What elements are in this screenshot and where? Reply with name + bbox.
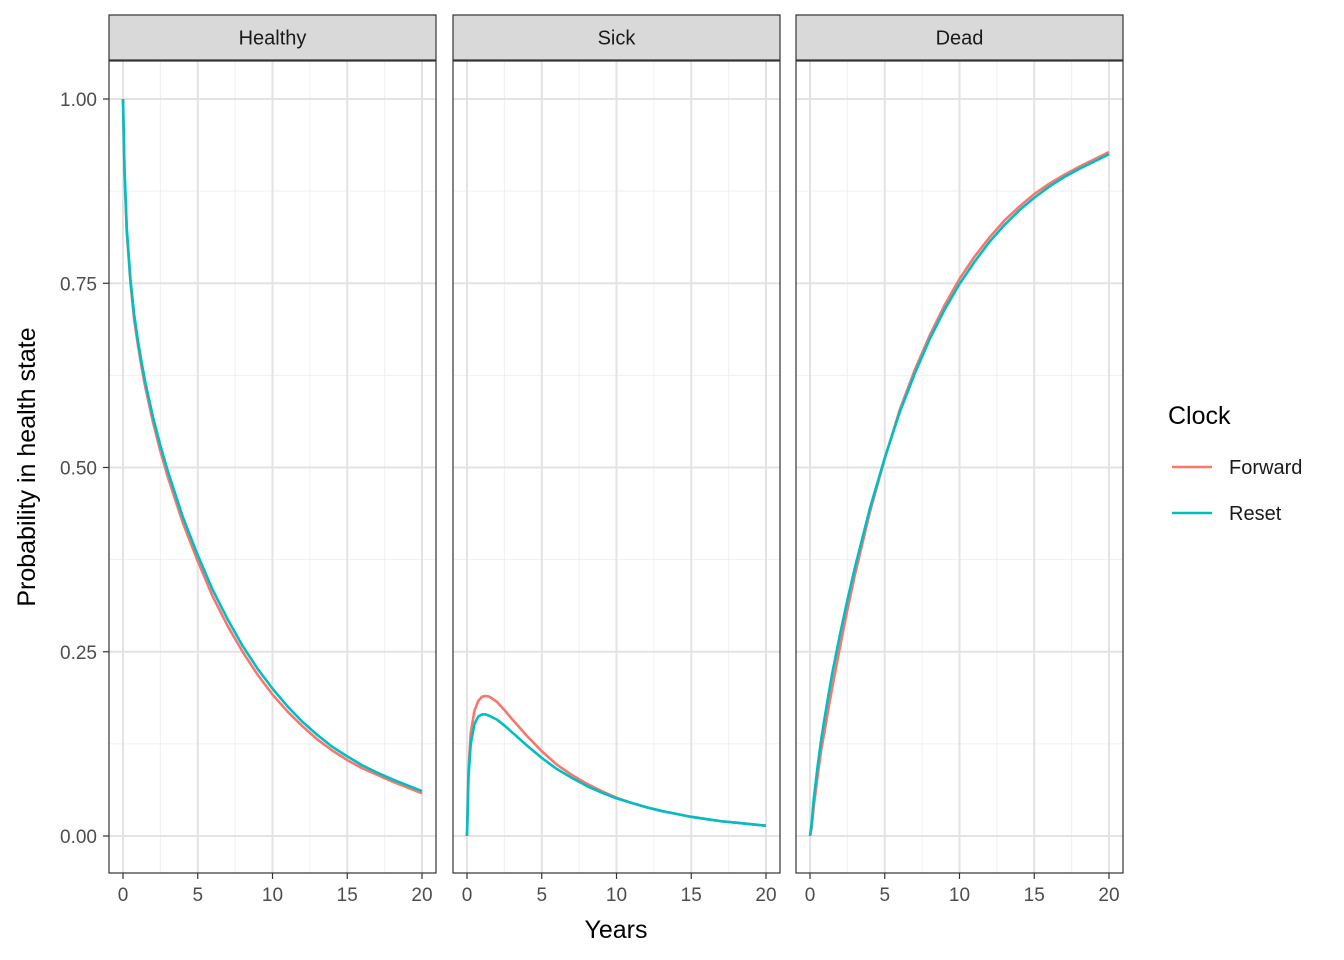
legend-label-forward: Forward <box>1229 457 1302 479</box>
x-tick-label: 10 <box>606 885 627 906</box>
y-tick-label: 0.50 <box>60 459 97 480</box>
y-axis: 0.00 0.25 0.50 0.75 1.00 <box>60 90 109 848</box>
facet-strip-label: Sick <box>598 28 637 50</box>
panel-healthy: Healthy 0 5 10 15 20 <box>108 14 437 906</box>
x-tick-label: 15 <box>1024 885 1045 906</box>
facet-strip <box>452 14 781 61</box>
x-axis-title: Years <box>584 916 647 944</box>
legend-title: Clock <box>1168 402 1231 430</box>
x-tick-label: 20 <box>411 885 432 906</box>
facet-strip-label: Dead <box>936 28 984 50</box>
y-tick-label: 0.25 <box>60 643 97 664</box>
x-tick-label: 10 <box>262 885 283 906</box>
x-tick-label: 0 <box>118 885 129 906</box>
panels-layer: Healthy 0 5 10 15 20 Sick 0 5 10 15 20 Dead 0 5 10 15 20 <box>108 14 1124 906</box>
series-line-reset <box>808 153 1110 837</box>
x-tick-label: 20 <box>1098 885 1119 906</box>
x-tick-label: 20 <box>755 885 776 906</box>
x-tick-label: 5 <box>879 885 890 906</box>
x-tick-label: 15 <box>681 885 702 906</box>
x-tick-label: 10 <box>949 885 970 906</box>
y-tick-label: 0.00 <box>60 827 97 848</box>
x-tick-label: 5 <box>192 885 203 906</box>
legend: Clock Forward Reset <box>1168 402 1302 525</box>
facet-strip <box>795 14 1124 61</box>
x-tick-label: 15 <box>337 885 358 906</box>
y-axis-title: Probability in health state <box>13 327 41 606</box>
panel-sick: Sick 0 5 10 15 20 <box>452 14 781 906</box>
series-line-reset <box>465 713 767 837</box>
facet-strip <box>108 14 437 61</box>
x-tick-label: 0 <box>805 885 816 906</box>
legend-label-reset: Reset <box>1229 503 1282 525</box>
facet-strip-label: Healthy <box>239 28 307 50</box>
panel-dead: Dead 0 5 10 15 20 <box>795 14 1124 906</box>
y-tick-label: 0.75 <box>60 274 97 295</box>
y-tick-label: 1.00 <box>60 90 97 111</box>
x-tick-label: 5 <box>536 885 547 906</box>
series-line-reset <box>121 98 423 793</box>
x-tick-label: 0 <box>462 885 473 906</box>
